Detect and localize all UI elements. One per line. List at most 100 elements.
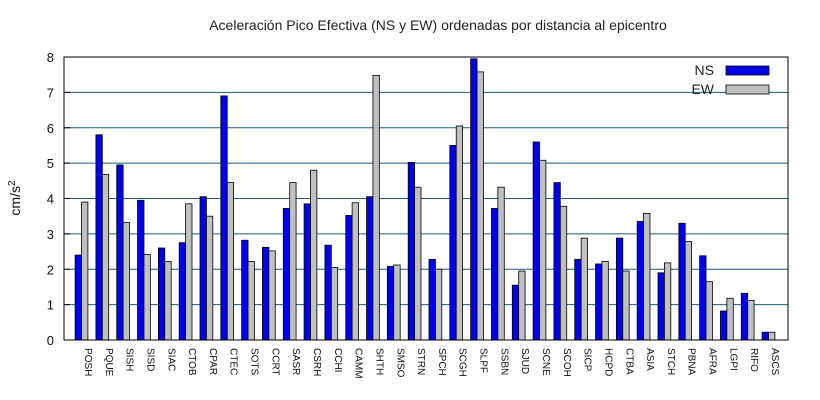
legend-swatch (725, 84, 770, 95)
plot-frame (63, 56, 789, 341)
bar-ns-lgpi (720, 310, 728, 341)
bar-ew-lgpi (726, 297, 734, 341)
bar-ew-siac (164, 261, 172, 341)
y-tick-label: 6 (47, 121, 54, 136)
bar-ns-hcpd (595, 263, 603, 341)
bar-ew-posh (81, 201, 89, 341)
bar-ns-afra (699, 255, 707, 341)
bar-ns-spch (428, 258, 436, 341)
bar-ns-scgh (449, 145, 457, 341)
bar-ew-sicp (580, 237, 588, 341)
bar-ew-scne (539, 159, 547, 341)
bar-ew-slpf (476, 71, 484, 341)
x-category-label: HCPD (602, 348, 613, 376)
bar-ns-ssbn (491, 208, 499, 341)
bar-ew-camm (351, 202, 359, 341)
x-category-label: CCHI (332, 348, 343, 372)
bar-ns-sicp (574, 258, 582, 341)
x-category-label: SSBN (498, 348, 509, 375)
bar-ew-sots (247, 261, 255, 341)
bar-ew-sisd (143, 253, 151, 341)
x-category-label: SMSO (394, 348, 405, 378)
bars (74, 58, 776, 341)
bar-ew-scgh (455, 125, 464, 341)
bar-ns-ctec (220, 95, 228, 341)
y-axis-ticks: 0 1 2 3 4 5 6 7 8 (47, 50, 70, 348)
x-category-label: SCNE (540, 348, 551, 376)
bar-ns-ctob (178, 242, 186, 341)
bar-ns-sasr (282, 208, 291, 341)
bar-ew-hcpd (601, 261, 609, 341)
bar-ew-ctec (226, 182, 235, 341)
bar-ew-ctba (622, 270, 630, 341)
x-category-label: CTOB (186, 348, 197, 376)
bar-ns-slpf (470, 58, 478, 341)
x-category-label: ASIA (644, 348, 655, 371)
x-category-label: SIAC (165, 348, 176, 371)
bar-ns-pbna (678, 222, 686, 341)
y-axis-label: cm/s2 (7, 180, 23, 216)
bar-ns-posh (74, 254, 82, 341)
y-tick-label: 3 (47, 227, 54, 242)
x-category-label: SICP (582, 348, 593, 372)
x-category-label: CSRH (311, 348, 322, 376)
x-category-label: SISH (124, 348, 135, 371)
bar-ns-sots (241, 239, 249, 341)
bar-ew-rifo (747, 299, 755, 341)
y-tick-label: 0 (47, 333, 54, 348)
x-category-label: SCGH (457, 348, 468, 377)
bar-ew-sjud (518, 270, 526, 341)
x-category-label: AFRA (707, 348, 718, 375)
bar-ew-ccrt (268, 250, 276, 341)
bar-ew-pque (101, 174, 110, 341)
bar-ew-scoh (559, 205, 568, 341)
bar-ew-ascs (768, 331, 776, 341)
bar-ns-pque (95, 134, 103, 341)
x-category-label: SLPF (478, 348, 489, 373)
x-category-label: POSH (82, 348, 93, 376)
legend-label: NS (695, 62, 714, 78)
chart-title: Aceleración Pico Efectiva (NS y EW) orde… (209, 17, 667, 33)
x-category-label: CAMM (353, 348, 364, 379)
bar-ns-sjud (511, 284, 520, 341)
y-axis-label-base: cm/s (7, 186, 23, 216)
bar-ew-cpar (206, 215, 214, 341)
bar-ew-cchi (330, 267, 339, 341)
y-tick-label: 8 (47, 50, 54, 65)
x-category-label: STCH (665, 348, 676, 375)
bar-ew-smso (393, 264, 401, 341)
x-category-label: CTBA (623, 348, 634, 375)
x-category-label: SHTH (373, 348, 384, 375)
bar-ns-scne (532, 141, 540, 341)
x-category-label: CCRT (269, 348, 280, 376)
x-category-label: PBNA (686, 348, 697, 376)
y-tick-label: 2 (47, 262, 54, 277)
bar-ew-afra (705, 281, 713, 341)
bar-ns-ascs (761, 331, 769, 341)
bar-ns-shth (366, 196, 374, 341)
bar-ns-cchi (324, 244, 332, 341)
bar-ew-ssbn (497, 186, 505, 341)
bar-ew-stch (664, 262, 672, 341)
bar-ns-siac (157, 247, 166, 341)
bar-ew-sish (122, 222, 130, 341)
x-category-label: LGPI (727, 348, 738, 371)
bar-ns-cpar (199, 196, 207, 341)
bar-ns-sisd (137, 199, 145, 341)
bar-ew-pbna (684, 241, 693, 341)
x-category-label: SPCH (436, 348, 447, 376)
bar-ew-spch (435, 268, 443, 341)
bar-ew-asia (643, 212, 651, 341)
legend-swatch (725, 65, 770, 76)
legend: NS EW (691, 62, 770, 97)
x-category-label: SOTS (249, 348, 260, 376)
y-tick-label: 5 (47, 156, 54, 171)
x-category-label: CPAR (207, 348, 218, 375)
x-category-label: SASR (290, 348, 301, 375)
x-category-label: RIFO (748, 348, 759, 372)
bar-ns-scoh (553, 182, 561, 341)
y-axis-label-exponent: 2 (7, 180, 18, 186)
bar-ew-sasr (289, 182, 297, 341)
x-category-label: PQUE (103, 348, 114, 377)
